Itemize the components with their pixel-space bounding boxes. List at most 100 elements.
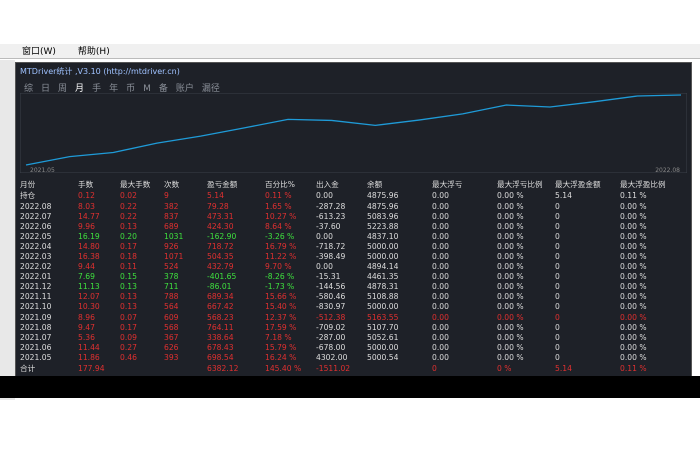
cell: 5163.55 bbox=[367, 312, 399, 322]
cell: 0.00 % bbox=[620, 211, 647, 221]
cell: 4878.31 bbox=[367, 282, 399, 292]
cell: 1031 bbox=[164, 231, 184, 241]
cell: 5223.88 bbox=[367, 221, 399, 231]
cell: 2021.12 bbox=[20, 282, 52, 292]
cell: 2021.11 bbox=[20, 292, 52, 302]
tab[interactable]: M bbox=[143, 84, 151, 94]
cell: 0 bbox=[555, 302, 560, 312]
menu-item[interactable]: 窗口(W) bbox=[22, 47, 56, 57]
tab[interactable]: 综 bbox=[24, 84, 34, 94]
cell: 0.00 bbox=[432, 292, 449, 302]
cell: 0.09 bbox=[120, 332, 137, 342]
cell: 0 bbox=[555, 292, 560, 302]
tab[interactable]: 日 bbox=[41, 84, 51, 94]
data-row: 2021.12 11.13 0.13 711 -86.01 -1.73 % -144.56 4… bbox=[20, 282, 680, 292]
cell: 8.03 bbox=[78, 201, 95, 211]
cell: 524 bbox=[164, 262, 179, 272]
cell: 2021.06 bbox=[20, 342, 52, 352]
data-row: 2022.01 7.69 0.15 378 -401.65 -8.26 % -15.31 44… bbox=[20, 272, 680, 282]
cell: 1071 bbox=[164, 252, 184, 262]
cell: 0.00 bbox=[432, 262, 449, 272]
cell: 15.40 % bbox=[265, 302, 297, 312]
cell: 0.00 % bbox=[497, 292, 524, 302]
cell: 5.14 bbox=[207, 191, 224, 200]
cell: 4837.10 bbox=[367, 231, 399, 241]
cell: 0.17 bbox=[120, 322, 137, 332]
cell: 0.00 % bbox=[497, 312, 524, 322]
cell: 0.00 % bbox=[620, 231, 647, 241]
tab[interactable]: 币 bbox=[126, 84, 136, 94]
cell: 378 bbox=[164, 272, 179, 282]
cell: 0.00 bbox=[432, 241, 449, 251]
cell: -162.90 bbox=[207, 231, 237, 241]
cell: 564 bbox=[164, 302, 179, 312]
cell: 2021.05 bbox=[20, 352, 52, 362]
cell: 367 bbox=[164, 332, 179, 342]
cell: 473.31 bbox=[207, 211, 234, 221]
header-cell: 月份 bbox=[20, 180, 36, 189]
cell: 17.59 % bbox=[265, 322, 297, 332]
cell: 0.00 bbox=[432, 221, 449, 231]
stats-window: MTDriver统计 ,V3.10 (http://mtdriver.cn) 综… bbox=[15, 62, 692, 377]
cell: 698.54 bbox=[207, 352, 234, 362]
cell: 568 bbox=[164, 322, 179, 332]
cell: 10.30 bbox=[78, 302, 100, 312]
sidebar bbox=[0, 60, 15, 400]
tab[interactable]: 手 bbox=[92, 84, 102, 94]
cell: 432.79 bbox=[207, 262, 234, 272]
menu-item[interactable]: 帮助(H) bbox=[77, 47, 110, 57]
cell: 609 bbox=[164, 312, 179, 322]
cell: 16.24 % bbox=[265, 352, 297, 362]
cell: 2022.05 bbox=[20, 231, 52, 241]
cell: 0.02 bbox=[120, 191, 137, 200]
cell: 0.27 bbox=[120, 342, 137, 352]
tab[interactable]: 账户 bbox=[175, 84, 194, 94]
cell: 0.00 % bbox=[497, 302, 524, 312]
cell: 0 bbox=[555, 352, 560, 362]
tab[interactable]: 漏径 bbox=[201, 84, 220, 94]
cell: 0.00 bbox=[432, 211, 449, 221]
cell: -398.49 bbox=[316, 252, 346, 262]
cell: 0.00 % bbox=[620, 201, 647, 211]
cell: 0 bbox=[555, 262, 560, 272]
cell: 5.14 bbox=[555, 191, 572, 200]
cell: 0.00 bbox=[432, 231, 449, 241]
cell: -718.72 bbox=[316, 241, 346, 251]
cell: 2022.03 bbox=[20, 252, 52, 262]
cell: 14.80 bbox=[78, 241, 100, 251]
cell: 5000.00 bbox=[367, 241, 399, 251]
cell: 0.00 % bbox=[497, 221, 524, 231]
header-cell: 次数 bbox=[164, 180, 180, 189]
cell: 0.00 % bbox=[620, 292, 647, 302]
x-label: 2021.05 bbox=[30, 167, 55, 173]
cell: 16.79 % bbox=[265, 241, 297, 251]
cell: 837 bbox=[164, 211, 179, 221]
cell: 0.00 bbox=[432, 342, 449, 352]
cell: 11.86 bbox=[78, 352, 100, 362]
cell: -15.31 bbox=[316, 272, 341, 282]
cell: 4302.00 bbox=[316, 352, 348, 362]
cell: 0 bbox=[555, 221, 560, 231]
tab[interactable]: 月 bbox=[75, 84, 85, 94]
cell: 9.96 bbox=[78, 221, 95, 231]
cell: 5000.00 bbox=[367, 342, 399, 352]
cell: 0.13 bbox=[120, 292, 137, 302]
header-cell: 盈亏金额 bbox=[207, 180, 238, 189]
cell: 0.00 bbox=[432, 191, 449, 200]
cell: 0.13 bbox=[120, 221, 137, 231]
cell: 0.07 bbox=[120, 312, 137, 322]
tab[interactable]: 周 bbox=[58, 84, 68, 94]
header-row: 月份 手数 最大手数 次数 盈亏金额 百分比% 出入金 余额 最大浮亏 最大浮亏比例 最大浮盈金额 最… bbox=[20, 179, 680, 190]
cell: -287.28 bbox=[316, 201, 346, 211]
cell: 4461.35 bbox=[367, 272, 399, 282]
data-row: 2022.06 9.96 0.13 689 424.30 8.64 % -37.60 5223… bbox=[20, 221, 680, 231]
cell: 4875.96 bbox=[367, 201, 399, 211]
cell: 0.00 % bbox=[620, 342, 647, 352]
cell: 0.12 bbox=[78, 191, 95, 200]
cell: 7.69 bbox=[78, 272, 95, 282]
cell: 689.34 bbox=[207, 292, 234, 302]
tab[interactable]: 备 bbox=[158, 84, 168, 94]
cell: 2021.10 bbox=[20, 302, 52, 312]
cell: 5.36 bbox=[78, 332, 95, 342]
tab[interactable]: 年 bbox=[109, 84, 119, 94]
